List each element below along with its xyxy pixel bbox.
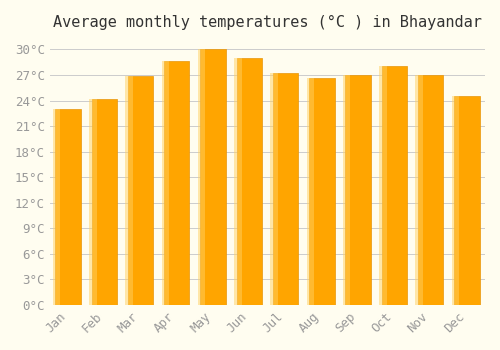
Bar: [416, 75, 423, 305]
Bar: [56, 109, 80, 305]
Bar: [270, 73, 278, 305]
Bar: [53, 109, 60, 305]
Bar: [309, 78, 334, 305]
Bar: [343, 75, 350, 305]
Bar: [306, 78, 314, 305]
Title: Average monthly temperatures (°C ) in Bhayandar: Average monthly temperatures (°C ) in Bh…: [53, 15, 482, 30]
Bar: [236, 58, 262, 305]
Bar: [346, 75, 371, 305]
Bar: [89, 99, 96, 305]
Bar: [234, 58, 241, 305]
Bar: [452, 96, 460, 305]
Bar: [162, 61, 169, 305]
Bar: [92, 99, 117, 305]
Bar: [164, 61, 190, 305]
Bar: [198, 49, 205, 305]
Bar: [379, 65, 386, 305]
Bar: [418, 75, 444, 305]
Bar: [200, 49, 226, 305]
Bar: [126, 76, 133, 305]
Bar: [273, 73, 298, 305]
Bar: [128, 76, 153, 305]
Bar: [382, 65, 407, 305]
Bar: [454, 96, 479, 305]
